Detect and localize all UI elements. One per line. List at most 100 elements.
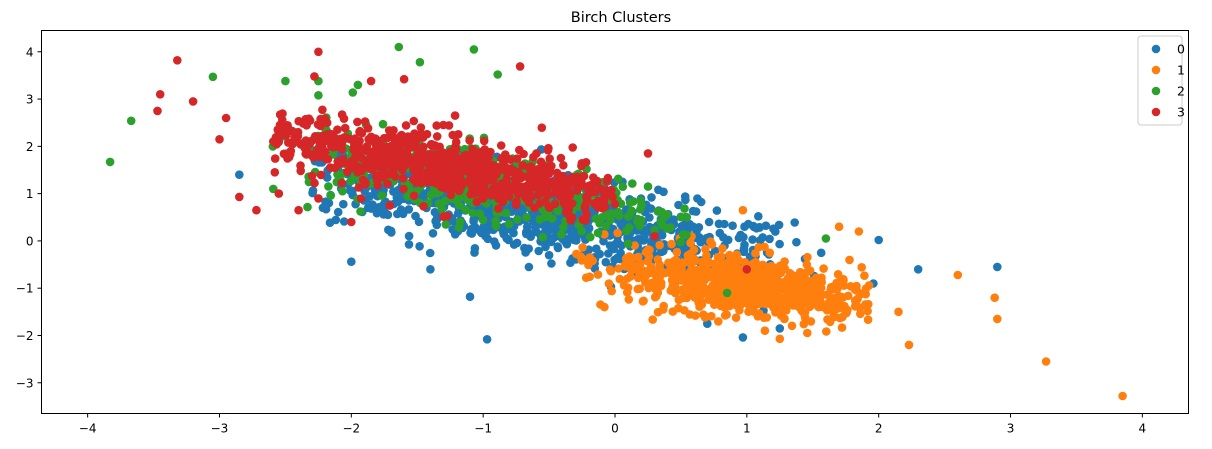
data-point bbox=[519, 149, 528, 159]
data-point bbox=[771, 302, 780, 311]
data-point bbox=[714, 317, 723, 326]
data-point bbox=[442, 156, 451, 166]
data-point bbox=[412, 178, 421, 188]
data-point bbox=[333, 207, 343, 217]
data-point bbox=[527, 166, 536, 176]
data-point bbox=[383, 179, 392, 189]
data-point bbox=[337, 110, 347, 119]
data-point bbox=[686, 238, 695, 248]
data-point bbox=[650, 231, 659, 241]
data-point bbox=[381, 209, 391, 218]
data-point bbox=[387, 154, 397, 163]
data-point bbox=[355, 136, 364, 146]
data-point bbox=[774, 308, 784, 318]
data-point bbox=[650, 225, 659, 235]
data-point bbox=[799, 309, 809, 319]
data-point bbox=[592, 244, 601, 253]
data-point bbox=[478, 193, 487, 202]
data-point bbox=[644, 245, 653, 254]
data-point bbox=[857, 289, 866, 299]
data-point bbox=[363, 124, 373, 133]
data-point bbox=[738, 205, 748, 215]
data-point bbox=[485, 176, 495, 185]
data-point bbox=[512, 215, 522, 224]
data-point bbox=[547, 259, 556, 268]
data-point bbox=[680, 287, 689, 297]
data-point bbox=[540, 197, 550, 206]
data-point bbox=[504, 219, 514, 229]
data-point bbox=[622, 226, 631, 236]
data-point bbox=[625, 198, 635, 207]
data-point bbox=[623, 239, 633, 249]
data-point bbox=[560, 198, 570, 208]
data-point bbox=[762, 286, 771, 296]
data-point bbox=[710, 300, 719, 310]
data-point bbox=[552, 168, 562, 178]
data-point bbox=[372, 175, 382, 185]
data-point bbox=[491, 221, 501, 231]
data-point bbox=[466, 190, 476, 199]
data-point bbox=[782, 288, 792, 298]
data-point bbox=[404, 205, 414, 214]
data-point bbox=[707, 286, 717, 296]
data-point bbox=[302, 147, 312, 157]
data-point bbox=[793, 282, 802, 291]
data-point bbox=[850, 302, 860, 311]
data-point bbox=[754, 243, 763, 252]
data-point bbox=[468, 208, 477, 218]
data-point bbox=[696, 237, 705, 247]
data-point bbox=[371, 134, 380, 143]
data-point bbox=[498, 197, 508, 207]
data-point bbox=[310, 72, 319, 81]
data-point bbox=[713, 272, 722, 282]
data-point bbox=[614, 264, 623, 273]
data-point bbox=[414, 217, 424, 227]
data-point bbox=[524, 244, 533, 253]
data-point bbox=[316, 121, 325, 131]
data-point bbox=[394, 42, 404, 52]
data-point bbox=[502, 154, 512, 163]
data-point bbox=[662, 224, 672, 233]
data-point bbox=[814, 302, 823, 312]
data-point bbox=[544, 250, 554, 260]
data-point bbox=[953, 270, 963, 280]
data-point bbox=[748, 235, 757, 244]
data-point bbox=[706, 237, 715, 246]
data-point bbox=[347, 217, 356, 227]
data-point bbox=[432, 121, 442, 130]
data-point bbox=[512, 197, 521, 206]
data-point bbox=[450, 111, 460, 120]
data-point bbox=[419, 142, 428, 152]
data-point bbox=[696, 289, 705, 299]
data-point bbox=[562, 176, 571, 186]
data-point bbox=[816, 248, 826, 258]
data-point bbox=[477, 161, 487, 170]
data-point bbox=[126, 116, 136, 126]
data-point bbox=[360, 117, 370, 126]
legend-marker bbox=[1151, 44, 1161, 54]
data-point bbox=[753, 312, 763, 321]
y-tick-label: 2 bbox=[26, 140, 34, 154]
data-point bbox=[787, 321, 797, 331]
data-point bbox=[410, 129, 419, 138]
x-tick-label: 2 bbox=[875, 422, 883, 436]
data-point bbox=[541, 175, 550, 184]
data-point bbox=[458, 164, 468, 173]
data-point bbox=[874, 235, 883, 245]
data-point bbox=[592, 179, 602, 188]
legend-label: 0 bbox=[1177, 42, 1185, 57]
data-point bbox=[379, 133, 389, 143]
data-point bbox=[691, 311, 700, 320]
data-point bbox=[701, 244, 710, 254]
data-point bbox=[465, 292, 475, 302]
data-point bbox=[449, 149, 459, 158]
data-point bbox=[270, 168, 280, 177]
data-point bbox=[696, 197, 706, 207]
series-3 bbox=[153, 47, 752, 274]
data-point bbox=[659, 213, 668, 223]
data-point bbox=[559, 161, 568, 170]
data-point bbox=[577, 227, 586, 236]
data-point bbox=[734, 255, 743, 265]
data-point bbox=[656, 265, 665, 274]
data-point bbox=[318, 105, 327, 115]
